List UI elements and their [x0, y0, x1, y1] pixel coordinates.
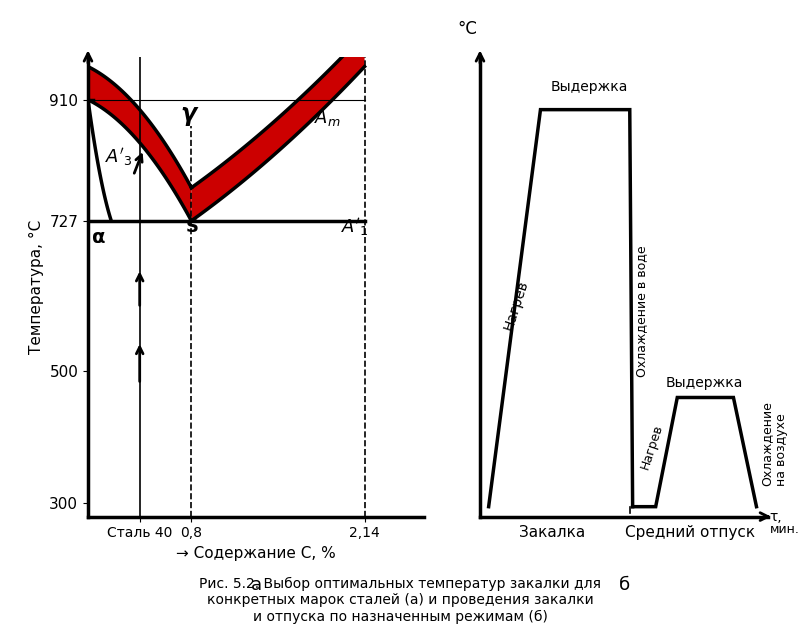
X-axis label: → Содержание С, %: → Содержание С, % [176, 546, 336, 561]
Text: Рис. 5.2. Выбор оптимальных температур закалки для
конкретных марок сталей (а) и: Рис. 5.2. Выбор оптимальных температур з… [199, 577, 601, 624]
Text: $A_m$: $A_m$ [314, 108, 341, 128]
Text: τ,: τ, [770, 510, 782, 524]
Text: α: α [92, 228, 106, 247]
Y-axis label: Температура, °С: Температура, °С [29, 219, 44, 354]
Text: $A'_3$: $A'_3$ [105, 146, 133, 168]
Text: Выдержка: Выдержка [666, 375, 743, 389]
Text: Нагрев: Нагрев [638, 423, 665, 471]
Text: °С: °С [457, 20, 477, 38]
Text: Закалка: Закалка [519, 525, 585, 539]
Text: $A'_1$: $A'_1$ [342, 215, 369, 238]
Polygon shape [88, 67, 191, 220]
Text: Охлаждение в воде: Охлаждение в воде [635, 246, 648, 377]
Text: Охлаждение
на воздухе: Охлаждение на воздухе [760, 401, 788, 486]
Text: S: S [186, 218, 199, 236]
Text: Средний отпуск: Средний отпуск [625, 525, 755, 539]
Text: а: а [250, 576, 262, 594]
Text: Выдержка: Выдержка [550, 81, 628, 94]
Polygon shape [191, 33, 365, 220]
Text: γ: γ [181, 102, 197, 126]
Text: мин.: мин. [770, 524, 799, 536]
Text: б: б [618, 576, 630, 594]
Text: Нагрев: Нагрев [502, 278, 530, 331]
